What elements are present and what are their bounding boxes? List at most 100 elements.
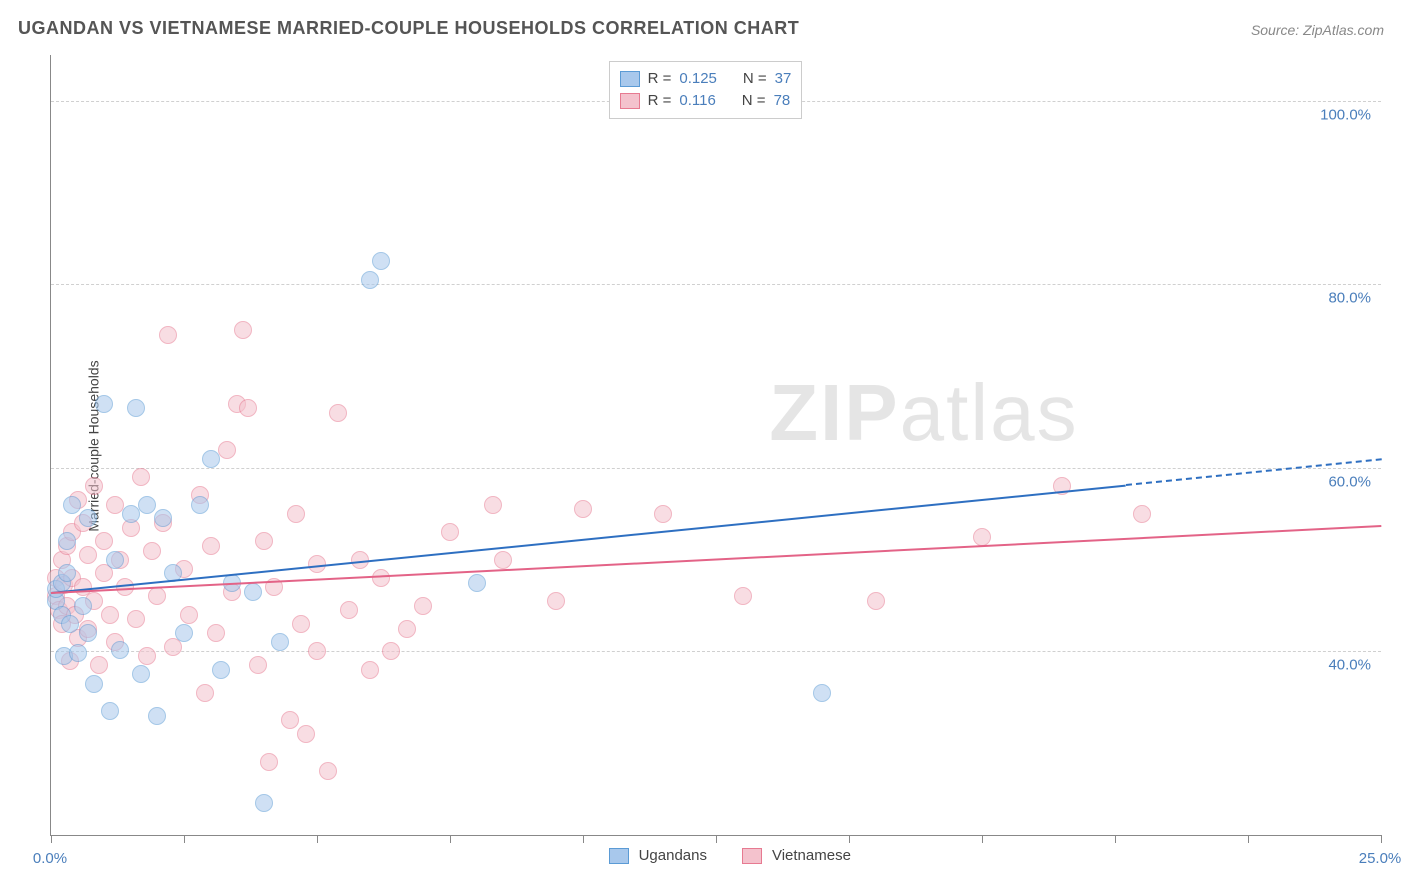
watermark-zip: ZIP [769, 368, 899, 457]
x-tick-label: 0.0% [33, 850, 67, 867]
scatter-point [212, 661, 230, 679]
scatter-point [85, 675, 103, 693]
scatter-point [143, 542, 161, 560]
scatter-point [132, 665, 150, 683]
legend-stat-row: R =0.125N =37 [620, 68, 792, 90]
legend-swatch [742, 848, 762, 864]
scatter-point [148, 587, 166, 605]
legend-series: Ugandans Vietnamese [609, 847, 876, 864]
scatter-point [127, 399, 145, 417]
scatter-point [191, 496, 209, 514]
legend-stats: R =0.125N =37R =0.116N =78 [609, 61, 803, 119]
x-tick [184, 835, 185, 843]
scatter-point [239, 399, 257, 417]
scatter-point [281, 711, 299, 729]
x-tick [450, 835, 451, 843]
scatter-point [319, 762, 337, 780]
scatter-point [138, 496, 156, 514]
scatter-point [441, 523, 459, 541]
scatter-point [85, 477, 103, 495]
scatter-point [218, 441, 236, 459]
x-tick [982, 835, 983, 843]
scatter-point [654, 505, 672, 523]
scatter-point [255, 532, 273, 550]
scatter-point [414, 597, 432, 615]
scatter-point [361, 661, 379, 679]
chart-plot-area: ZIPatlas 40.0%60.0%80.0%100.0% [50, 55, 1381, 836]
scatter-point [69, 644, 87, 662]
scatter-point [101, 702, 119, 720]
legend-series-name: Vietnamese [772, 847, 851, 864]
scatter-point [196, 684, 214, 702]
scatter-point [58, 532, 76, 550]
scatter-point [175, 624, 193, 642]
scatter-point [547, 592, 565, 610]
scatter-point [122, 505, 140, 523]
watermark-atlas: atlas [900, 368, 1079, 457]
legend-swatch [609, 848, 629, 864]
scatter-point [74, 597, 92, 615]
r-label: R = [648, 68, 672, 90]
x-tick [849, 835, 850, 843]
gridline [51, 651, 1381, 652]
x-tick [716, 835, 717, 843]
watermark: ZIPatlas [769, 367, 1078, 459]
scatter-point [292, 615, 310, 633]
scatter-point [973, 528, 991, 546]
scatter-point [138, 647, 156, 665]
scatter-point [101, 606, 119, 624]
scatter-point [154, 509, 172, 527]
n-value: 37 [775, 68, 792, 90]
scatter-point [79, 546, 97, 564]
scatter-point [159, 326, 177, 344]
source-label: Source: ZipAtlas.com [1251, 22, 1384, 38]
r-value: 0.116 [679, 90, 715, 112]
scatter-point [244, 583, 262, 601]
x-tick [317, 835, 318, 843]
scatter-point [90, 656, 108, 674]
scatter-point [1133, 505, 1151, 523]
scatter-point [494, 551, 512, 569]
scatter-point [468, 574, 486, 592]
legend-swatch [620, 71, 640, 87]
x-tick [1115, 835, 1116, 843]
scatter-point [484, 496, 502, 514]
scatter-point [372, 252, 390, 270]
x-tick [1248, 835, 1249, 843]
scatter-point [95, 395, 113, 413]
n-value: 78 [774, 90, 791, 112]
scatter-point [127, 610, 145, 628]
scatter-point [734, 587, 752, 605]
y-tick-label: 100.0% [1320, 106, 1371, 123]
scatter-point [202, 537, 220, 555]
scatter-point [63, 496, 81, 514]
r-value: 0.125 [679, 68, 717, 90]
scatter-point [372, 569, 390, 587]
scatter-point [308, 642, 326, 660]
scatter-point [574, 500, 592, 518]
scatter-point [234, 321, 252, 339]
gridline [51, 284, 1381, 285]
scatter-point [207, 624, 225, 642]
scatter-point [79, 624, 97, 642]
scatter-point [148, 707, 166, 725]
scatter-point [255, 794, 273, 812]
y-tick-label: 80.0% [1328, 290, 1371, 307]
scatter-point [271, 633, 289, 651]
gridline [51, 468, 1381, 469]
scatter-point [106, 551, 124, 569]
legend-stat-row: R =0.116N =78 [620, 90, 792, 112]
x-tick [51, 835, 52, 843]
y-tick-label: 60.0% [1328, 473, 1371, 490]
x-tick [583, 835, 584, 843]
scatter-point [132, 468, 150, 486]
scatter-point [297, 725, 315, 743]
legend-swatch [620, 93, 640, 109]
scatter-point [398, 620, 416, 638]
x-tick [1381, 835, 1382, 843]
trend-line [51, 525, 1381, 594]
n-label: N = [742, 90, 766, 112]
scatter-point [382, 642, 400, 660]
scatter-point [329, 404, 347, 422]
legend-series-name: Ugandans [639, 847, 707, 864]
